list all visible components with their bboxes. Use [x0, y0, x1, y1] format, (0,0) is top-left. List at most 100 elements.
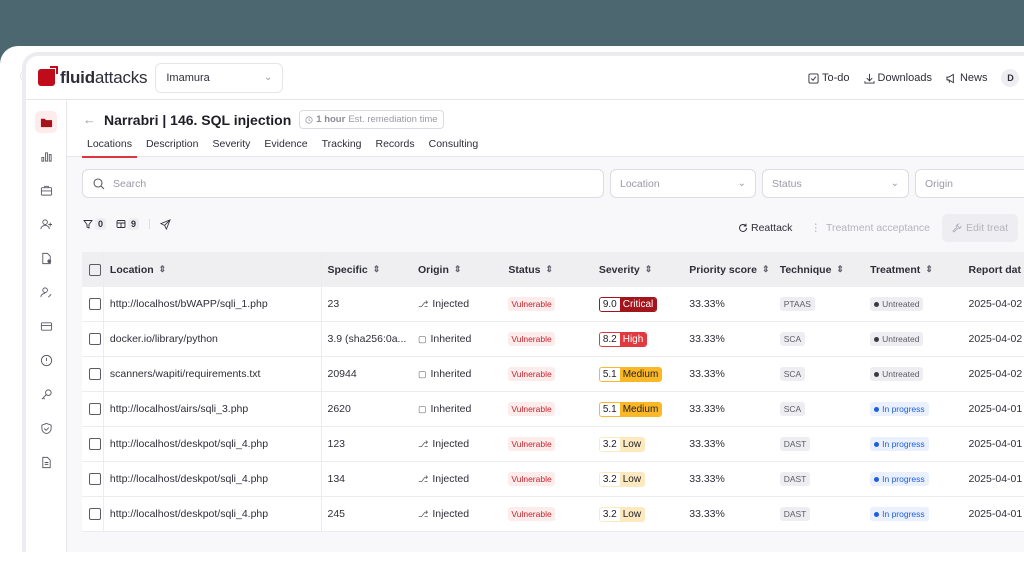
sidebar-item-files[interactable] — [35, 247, 57, 269]
sidebar-item-users[interactable] — [35, 281, 57, 303]
user-menu[interactable]: D Da — [1001, 69, 1024, 87]
logo[interactable]: fluidattacks — [38, 66, 148, 88]
table-row[interactable]: http://localhost/deskpot/sqli_4.php 123 … — [82, 427, 1024, 462]
status-badge: Vulnerable — [508, 367, 555, 381]
downloads-link[interactable]: Downloads — [863, 72, 932, 84]
specific-cell: 245 — [327, 508, 346, 520]
status-filter[interactable]: Status ⌄ — [762, 169, 909, 198]
column-header-severity[interactable]: Severity ⇕ — [598, 263, 653, 276]
technique-cell: SCA — [774, 357, 864, 391]
status-dot-icon — [874, 476, 880, 482]
technique-cell: DAST — [774, 462, 864, 496]
top-nav: To-do Downloads News D Da — [808, 56, 1024, 100]
row-checkbox[interactable] — [89, 368, 102, 380]
tab-description[interactable]: Description — [145, 138, 199, 150]
table-row[interactable]: scanners/wapiti/requirements.txt 20944 ▢… — [82, 357, 1024, 392]
priority-cell: 33.33% — [689, 508, 725, 520]
specific-cell: 20944 — [327, 368, 357, 380]
remediation-time-badge: 1 hour Est. remediation time — [299, 110, 444, 129]
sidebar-item-analytics[interactable] — [35, 145, 57, 167]
specific-cell: 23 — [327, 298, 340, 310]
row-checkbox[interactable] — [89, 508, 102, 520]
search-input[interactable]: Search — [82, 169, 604, 198]
specific-cell: 134 — [327, 473, 346, 485]
treatment-cell: In progress — [864, 497, 962, 531]
chevron-down-icon: ⌄ — [263, 72, 273, 83]
column-header-specific[interactable]: Specific ⇕ — [327, 263, 381, 276]
severity-badge: 3.2 Low — [598, 436, 646, 452]
tab-records[interactable]: Records — [375, 138, 415, 150]
table-row[interactable]: http://localhost/deskpot/sqli_4.php 134 … — [82, 462, 1024, 497]
column-header-status[interactable]: Status ⇕ — [508, 263, 554, 276]
table-row[interactable]: http://localhost/bWAPP/sqli_1.php 23 ⎇ In… — [82, 287, 1024, 322]
logo-mark-icon — [38, 66, 58, 86]
tab-consulting[interactable]: Consulting — [428, 138, 479, 150]
back-arrow-icon[interactable]: ← — [83, 112, 96, 127]
sort-icon: ⇕ — [453, 264, 462, 274]
tab-locations[interactable]: Locations — [82, 134, 137, 158]
reattack-button[interactable]: Reattack — [738, 222, 792, 234]
table-row[interactable]: docker.io/library/python 3.9 (sha256:0a.… — [82, 322, 1024, 357]
sort-icon: ⇕ — [836, 264, 844, 274]
column-header-technique[interactable]: Technique ⇕ — [779, 263, 844, 276]
tab-severity[interactable]: Severity — [212, 138, 251, 150]
severity-badge: 3.2 Low — [598, 471, 646, 487]
treatment-acceptance-button[interactable]: ⋮ Treatment acceptance — [810, 222, 931, 234]
severity-badge: 9.0 Critical — [598, 296, 658, 312]
tab-tracking[interactable]: Tracking — [321, 138, 362, 150]
organization-select[interactable]: Imamura ⌄ — [155, 62, 284, 93]
location-filter[interactable]: Location ⌄ — [610, 169, 756, 198]
tab-evidence[interactable]: Evidence — [264, 138, 308, 150]
severity-badge: 5.1 Medium — [598, 401, 663, 417]
status-cell: Vulnerable — [502, 462, 592, 496]
treatment-cell: Untreated — [864, 357, 962, 391]
chevron-down-icon: ⌄ — [890, 178, 899, 189]
severity-cell: 5.1 Medium — [593, 392, 683, 426]
refresh-icon — [739, 223, 747, 232]
origin-filter[interactable]: Origin — [915, 169, 1024, 198]
todo-link[interactable]: To-do — [808, 72, 850, 84]
column-header-priority-score[interactable]: Priority score ⇕ — [689, 263, 770, 276]
status-cell: Vulnerable — [502, 287, 592, 321]
filter-button[interactable]: 0 — [83, 218, 107, 230]
row-checkbox[interactable] — [89, 333, 102, 345]
sidebar-item-policies[interactable] — [35, 417, 57, 439]
table-row[interactable]: http://localhost/deskpot/sqli_4.php 245 … — [82, 497, 1024, 532]
column-header-location[interactable]: Location ⇕ — [104, 252, 322, 287]
news-link[interactable]: News — [946, 72, 987, 84]
branch-icon: ⎇ — [417, 438, 429, 449]
row-checkbox[interactable] — [89, 298, 102, 310]
row-checkbox[interactable] — [89, 403, 102, 415]
column-header-treatment[interactable]: Treatment ⇕ — [870, 263, 933, 276]
columns-button[interactable]: 9 — [116, 218, 140, 230]
column-header-origin[interactable]: Origin ⇕ — [417, 263, 462, 276]
sidebar-item-billing[interactable] — [35, 315, 57, 337]
status-dot-icon — [874, 371, 880, 377]
severity-cell: 8.2 High — [593, 322, 683, 356]
sidebar-item-alerts[interactable] — [35, 349, 57, 371]
sidebar-item-reports[interactable] — [35, 451, 57, 473]
send-button[interactable] — [160, 218, 171, 230]
row-checkbox[interactable] — [89, 473, 102, 485]
treatment-badge: Untreated — [870, 367, 924, 381]
location-cell: docker.io/library/python — [104, 322, 322, 356]
column-header-report-date[interactable]: Report dat — [968, 263, 1022, 276]
treatment-badge: Untreated — [870, 297, 924, 311]
sidebar-item-members[interactable] — [35, 213, 57, 235]
sidebar — [26, 101, 67, 552]
sort-icon: ⇕ — [545, 264, 554, 274]
tab-bar: Locations Description Severity Evidence … — [82, 134, 487, 158]
status-badge: Vulnerable — [508, 507, 555, 521]
select-all-checkbox[interactable] — [89, 263, 102, 276]
sidebar-item-credentials[interactable] — [35, 383, 57, 405]
technique-cell: SCA — [774, 322, 864, 356]
row-checkbox[interactable] — [89, 438, 102, 450]
table-row[interactable]: http://localhost/airs/sqli_3.php 2620 ▢ I… — [82, 392, 1024, 427]
sidebar-item-groups[interactable] — [35, 111, 57, 133]
edit-treatment-button[interactable]: Edit treat — [942, 214, 1019, 242]
origin-cell: ⎇ Injected — [417, 508, 470, 520]
page-header: ← Narrabri | 146. SQL injection 1 hour E… — [67, 101, 1024, 158]
origin-cell: ▢ Inherited — [417, 403, 472, 415]
priority-cell: 33.33% — [689, 473, 725, 485]
sidebar-item-portfolio[interactable] — [35, 179, 57, 201]
